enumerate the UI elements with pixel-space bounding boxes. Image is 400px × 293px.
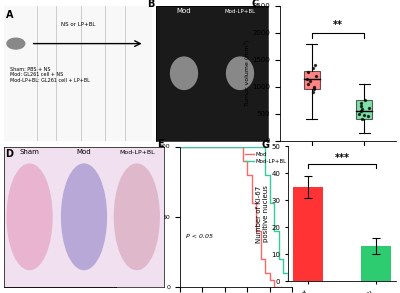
Point [311,87,317,92]
Mod-LP+BL [290,285,294,289]
Point [358,103,364,108]
Ellipse shape [62,164,106,270]
FancyBboxPatch shape [304,71,320,89]
Point [310,90,316,94]
Text: E: E [158,139,164,149]
Ellipse shape [7,164,52,270]
Mod [178,145,182,148]
Text: B: B [147,0,154,9]
Line: Mod-LP+BL: Mod-LP+BL [180,146,292,287]
Ellipse shape [114,164,159,270]
Point [358,109,364,113]
Point [311,84,317,89]
Mod [245,173,250,176]
Y-axis label: Number of Ki-67
positive nucleus: Number of Ki-67 positive nucleus [256,185,268,243]
Mod [240,159,245,162]
Mod [263,271,268,275]
Mod [258,257,263,261]
Point [366,106,372,111]
Point [362,98,368,103]
Text: Mod-LP+BL: Mod-LP+BL [70,149,106,154]
Point [360,113,367,117]
Point [307,79,314,84]
Text: NS or LP+BL: NS or LP+BL [61,22,95,27]
Bar [361,246,391,281]
Point [359,107,365,112]
Text: A: A [6,10,13,20]
Circle shape [170,57,198,89]
Point [305,82,311,86]
Text: Sham: Sham [20,149,40,154]
Text: F: F [5,149,12,159]
Bar [293,187,323,281]
Mod-LP+BL [256,145,261,148]
Mod [267,278,272,282]
Text: Mod: Mod [77,149,91,154]
Text: ***: *** [334,153,350,163]
Point [313,74,320,78]
Text: Mod-LP+BL: Mod-LP+BL [119,149,155,154]
Text: Mod-LP+BL: Mod-LP+BL [224,8,256,13]
Mod-LP+BL [276,257,281,261]
Point [310,66,316,70]
Point [365,114,371,119]
Mod [272,285,276,289]
Mod [234,145,238,148]
Text: G: G [261,140,269,150]
Point [356,111,362,116]
Text: **: ** [333,20,343,30]
Y-axis label: Tumor volume (mm³): Tumor volume (mm³) [244,40,250,106]
FancyBboxPatch shape [356,100,372,119]
Text: Mod: Mod [25,149,39,154]
Mod [254,229,258,233]
Circle shape [226,57,254,89]
Point [304,76,310,81]
Text: P < 0.05: P < 0.05 [186,234,213,239]
Mod [249,201,254,205]
Text: C: C [251,0,258,9]
Mod-LP+BL [281,271,286,275]
Mod-LP+BL [267,201,272,205]
Point [359,117,366,121]
Legend: Mod, Mod-LP+BL: Mod, Mod-LP+BL [243,149,289,166]
Y-axis label: Survival (%): Survival (%) [151,198,156,236]
Mod-LP+BL [178,145,182,148]
Mod-LP+BL [285,278,290,282]
Point [312,63,319,67]
Text: D: D [6,149,14,159]
Ellipse shape [7,38,25,49]
Text: Sham: PBS + NS
Mod: GL261 cell + NS
Mod-LP+BL: GL261 cell + LP+BL: Sham: PBS + NS Mod: GL261 cell + NS Mod-… [10,67,90,83]
Mod-LP+BL [263,173,268,176]
Line: Mod: Mod [180,146,281,287]
Mod [278,285,283,289]
Text: Mod: Mod [177,8,191,13]
Mod-LP+BL [272,229,276,233]
Point [358,100,364,105]
Point [305,69,311,74]
